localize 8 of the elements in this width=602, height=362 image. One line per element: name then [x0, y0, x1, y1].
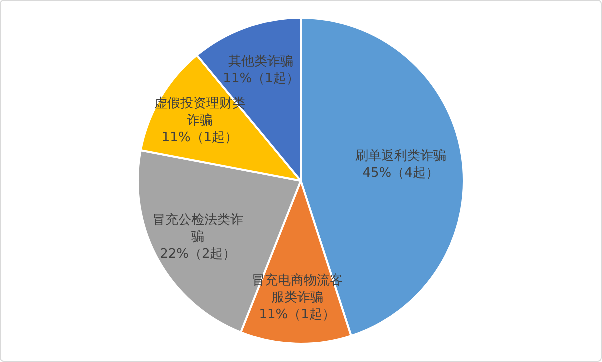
data-label: 22%（2起）: [160, 246, 236, 262]
data-label: 11%（1起）: [259, 308, 336, 323]
data-label: 45%（4起）: [362, 166, 439, 182]
slice-label: 刷单返利类诈骗: [355, 149, 446, 164]
data-label: 11%（1起）: [162, 130, 238, 146]
slice-label: 其他类诈骗: [228, 54, 294, 70]
data-label: 11%（1起）: [223, 71, 300, 86]
slice-label: 冒充公检法类诈骗: [152, 212, 244, 245]
